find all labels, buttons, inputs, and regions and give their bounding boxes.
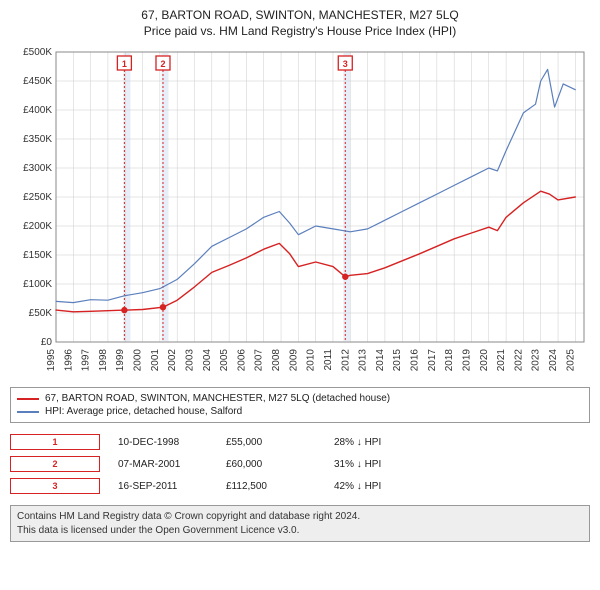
svg-text:2: 2 [160, 59, 165, 69]
svg-text:2003: 2003 [184, 349, 195, 372]
line-chart: £0 £50K £100K £150K £200K £250K £300K £350K £400… [10, 44, 590, 379]
svg-text:£400K: £400K [23, 105, 52, 116]
marker-date: 07-MAR-2001 [118, 459, 208, 470]
chart-container: 67, BARTON ROAD, SWINTON, MANCHESTER, M2… [0, 0, 600, 552]
legend-swatch [17, 411, 39, 413]
svg-text:1995: 1995 [46, 349, 57, 372]
svg-text:2020: 2020 [479, 349, 490, 372]
footnote: Contains HM Land Registry data © Crown c… [10, 505, 590, 542]
svg-text:2023: 2023 [531, 349, 542, 372]
svg-text:2014: 2014 [375, 349, 386, 372]
svg-text:£100K: £100K [23, 279, 52, 290]
legend-label: HPI: Average price, detached house, Salf… [45, 406, 242, 417]
chart-area: £0 £50K £100K £150K £200K £250K £300K £350K £400… [10, 44, 590, 379]
marker-price: £112,500 [226, 481, 316, 492]
title-main: 67, BARTON ROAD, SWINTON, MANCHESTER, M2… [10, 8, 590, 22]
svg-text:2002: 2002 [167, 349, 178, 372]
svg-text:2001: 2001 [150, 349, 161, 372]
svg-text:2012: 2012 [340, 349, 351, 372]
marker-price: £60,000 [226, 459, 316, 470]
marker-badge: 2 [10, 456, 100, 472]
svg-text:1: 1 [122, 59, 127, 69]
svg-text:2008: 2008 [271, 349, 282, 372]
svg-text:1996: 1996 [63, 349, 74, 372]
marker-date: 10-DEC-1998 [118, 437, 208, 448]
svg-text:2024: 2024 [548, 349, 559, 372]
marker-row: 2 07-MAR-2001 £60,000 31% ↓ HPI [10, 453, 590, 475]
marker-row: 1 10-DEC-1998 £55,000 28% ↓ HPI [10, 431, 590, 453]
svg-text:£250K: £250K [23, 192, 52, 203]
svg-text:2010: 2010 [306, 349, 317, 372]
svg-text:£50K: £50K [29, 308, 53, 319]
svg-text:2006: 2006 [236, 349, 247, 372]
marker-delta: 31% ↓ HPI [334, 459, 424, 470]
svg-text:2015: 2015 [392, 349, 403, 372]
legend: 67, BARTON ROAD, SWINTON, MANCHESTER, M2… [10, 387, 590, 423]
svg-text:1999: 1999 [115, 349, 126, 372]
svg-text:2013: 2013 [358, 349, 369, 372]
svg-text:£150K: £150K [23, 250, 52, 261]
svg-text:2017: 2017 [427, 349, 438, 372]
legend-item: 67, BARTON ROAD, SWINTON, MANCHESTER, M2… [17, 392, 583, 405]
svg-text:2018: 2018 [444, 349, 455, 372]
svg-text:2007: 2007 [254, 349, 265, 372]
footnote-line: This data is licensed under the Open Gov… [17, 524, 583, 538]
marker-price: £55,000 [226, 437, 316, 448]
marker-row: 3 16-SEP-2011 £112,500 42% ↓ HPI [10, 475, 590, 497]
marker-date: 16-SEP-2011 [118, 481, 208, 492]
svg-text:£450K: £450K [23, 76, 52, 87]
footnote-line: Contains HM Land Registry data © Crown c… [17, 510, 583, 524]
marker-table: 1 10-DEC-1998 £55,000 28% ↓ HPI 2 07-MAR… [10, 431, 590, 497]
legend-item: HPI: Average price, detached house, Salf… [17, 405, 583, 418]
legend-label: 67, BARTON ROAD, SWINTON, MANCHESTER, M2… [45, 393, 390, 404]
marker-badge: 1 [10, 434, 100, 450]
svg-text:2011: 2011 [323, 349, 334, 371]
svg-text:£500K: £500K [23, 47, 52, 58]
svg-text:2004: 2004 [202, 349, 213, 372]
svg-text:2016: 2016 [410, 349, 421, 372]
marker-delta: 42% ↓ HPI [334, 481, 424, 492]
svg-text:3: 3 [343, 59, 348, 69]
svg-text:2009: 2009 [288, 349, 299, 372]
svg-text:2025: 2025 [565, 349, 576, 372]
svg-text:£200K: £200K [23, 221, 52, 232]
marker-delta: 28% ↓ HPI [334, 437, 424, 448]
svg-text:1997: 1997 [81, 349, 92, 372]
title-block: 67, BARTON ROAD, SWINTON, MANCHESTER, M2… [10, 8, 590, 38]
svg-text:£350K: £350K [23, 134, 52, 145]
svg-text:2019: 2019 [461, 349, 472, 372]
legend-swatch [17, 398, 39, 400]
title-sub: Price paid vs. HM Land Registry's House … [10, 24, 590, 38]
svg-text:£300K: £300K [23, 163, 52, 174]
svg-text:2000: 2000 [133, 349, 144, 372]
svg-text:2021: 2021 [496, 349, 507, 372]
svg-text:£0: £0 [41, 337, 53, 348]
svg-text:2005: 2005 [219, 349, 230, 372]
svg-text:1998: 1998 [98, 349, 109, 372]
svg-text:2022: 2022 [513, 349, 524, 372]
marker-badge: 3 [10, 478, 100, 494]
